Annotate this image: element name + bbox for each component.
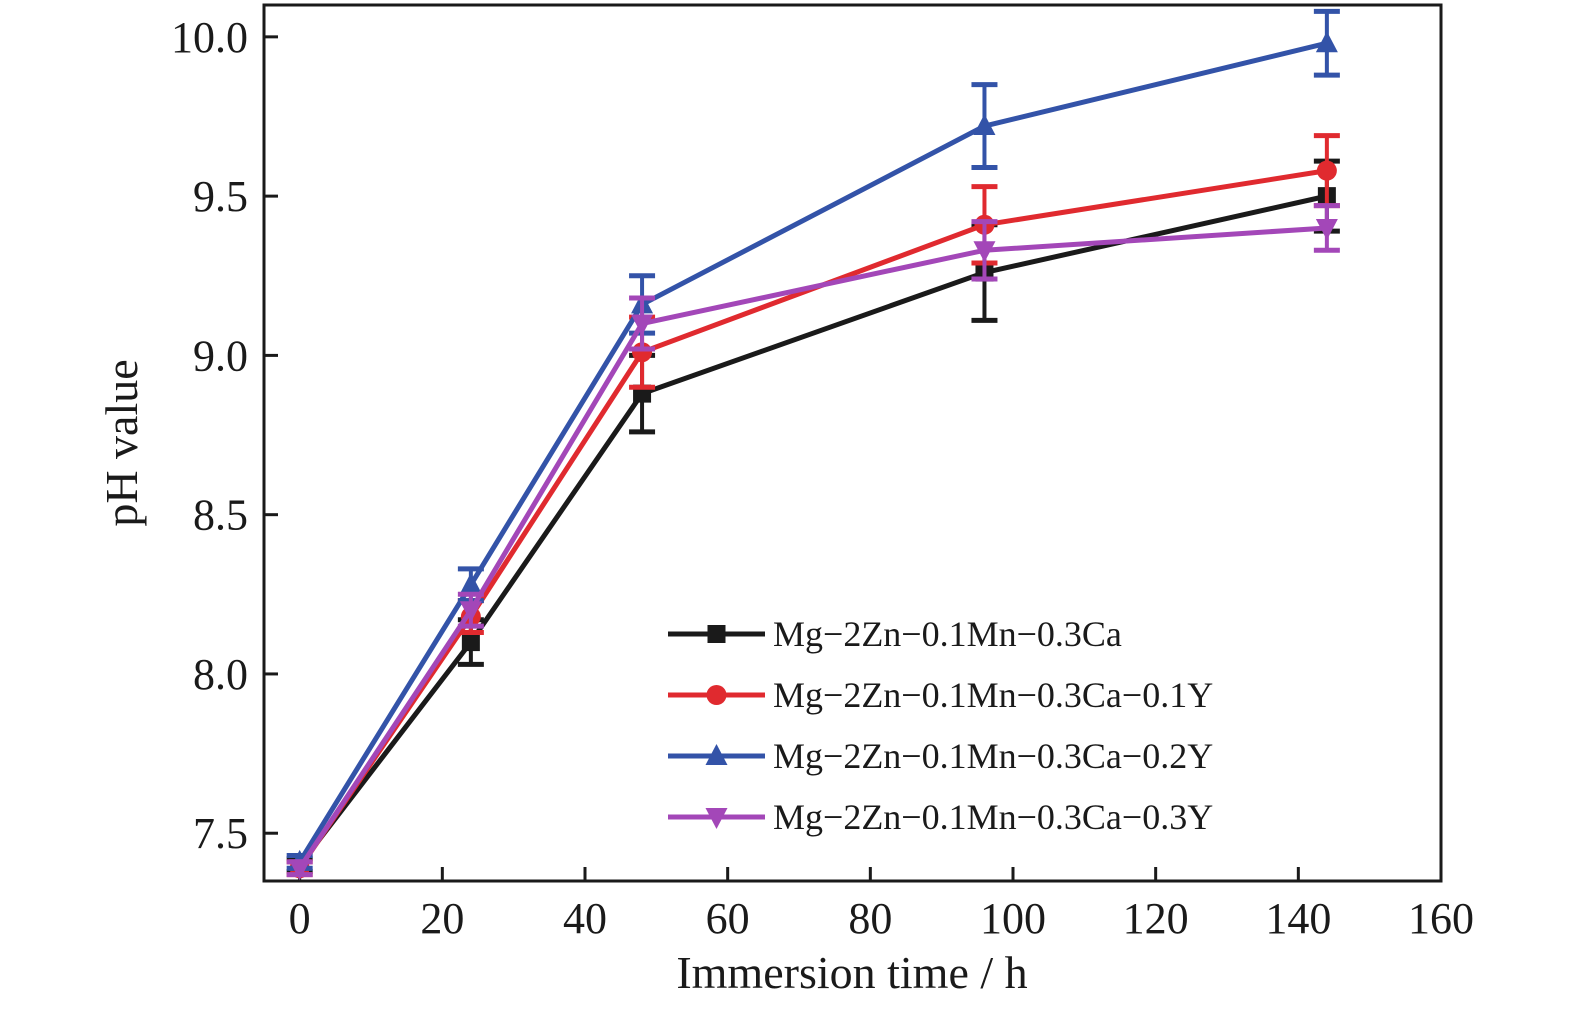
x-tick-label: 80 xyxy=(848,894,892,943)
y-tick-label: 9.5 xyxy=(193,172,248,221)
x-tick-label: 40 xyxy=(563,894,607,943)
legend-item: Mg−2Zn−0.1Mn−0.3Ca−0.2Y xyxy=(668,736,1213,776)
data-point xyxy=(459,601,482,623)
x-axis-title: Immersion time / h xyxy=(676,947,1027,998)
data-point xyxy=(288,859,311,881)
x-tick-label: 120 xyxy=(1123,894,1189,943)
y-tick-label: 9.0 xyxy=(193,331,248,380)
x-tick-label: 140 xyxy=(1265,894,1331,943)
data-point xyxy=(705,808,728,829)
x-tick-label: 60 xyxy=(706,894,750,943)
legend-label: Mg−2Zn−0.1Mn−0.3Ca−0.2Y xyxy=(773,736,1213,776)
data-point xyxy=(459,572,482,594)
data-point xyxy=(631,314,654,336)
data-point xyxy=(705,744,728,765)
y-axis-title: pH value xyxy=(96,359,147,526)
legend-item: Mg−2Zn−0.1Mn−0.3Ca−0.1Y xyxy=(668,675,1213,715)
data-point xyxy=(973,114,996,136)
x-tick-label: 160 xyxy=(1408,894,1474,943)
y-tick-label: 7.5 xyxy=(193,809,248,858)
y-tick-label: 10.0 xyxy=(171,13,248,62)
x-tick-label: 0 xyxy=(289,894,311,943)
data-point xyxy=(461,633,480,652)
series-layer xyxy=(286,8,1340,881)
series-group xyxy=(286,203,1340,881)
legend-item: Mg−2Zn−0.1Mn−0.3Ca−0.3Y xyxy=(668,797,1213,837)
y-tick-label: 8.0 xyxy=(193,650,248,699)
legend-label: Mg−2Zn−0.1Mn−0.3Ca−0.3Y xyxy=(773,797,1213,837)
legend-label: Mg−2Zn−0.1Mn−0.3Ca xyxy=(773,614,1122,654)
legend-item: Mg−2Zn−0.1Mn−0.3Ca xyxy=(668,614,1122,654)
x-tick-label: 100 xyxy=(980,894,1046,943)
data-point xyxy=(706,685,727,705)
data-point xyxy=(1315,218,1338,240)
data-point xyxy=(1316,160,1337,181)
data-point xyxy=(707,625,726,643)
plot-frame xyxy=(262,3,1443,883)
data-point xyxy=(1315,31,1338,53)
x-tick-label: 20 xyxy=(420,894,464,943)
axis-ticks: 0 20 40 60 80 100 120 140 160 7.5 8.0 8.5 9.0 9.5 10.0 xyxy=(171,13,1474,943)
legend-label: Mg−2Zn−0.1Mn−0.3Ca−0.1Y xyxy=(773,675,1213,715)
y-tick-label: 8.5 xyxy=(193,491,248,540)
legend: Mg−2Zn−0.1Mn−0.3Ca Mg−2Zn−0.1Mn−0.3Ca−0.1… xyxy=(668,614,1213,837)
data-point xyxy=(973,241,996,263)
